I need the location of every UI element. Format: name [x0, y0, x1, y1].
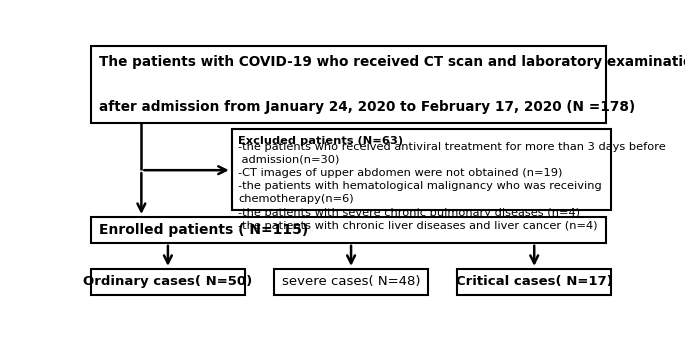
FancyBboxPatch shape	[91, 217, 606, 243]
Text: The patients with COVID-19 who received CT scan and laboratory examination withi: The patients with COVID-19 who received …	[99, 55, 685, 114]
FancyBboxPatch shape	[457, 269, 611, 295]
FancyBboxPatch shape	[91, 269, 245, 295]
Text: Critical cases( N=17): Critical cases( N=17)	[456, 275, 612, 288]
FancyBboxPatch shape	[91, 45, 606, 123]
FancyBboxPatch shape	[274, 269, 428, 295]
Text: Excluded patients (N=63): Excluded patients (N=63)	[238, 136, 403, 146]
Text: Ordinary cases( N=50): Ordinary cases( N=50)	[84, 275, 253, 288]
FancyBboxPatch shape	[232, 129, 611, 210]
Text: -the patients who received antiviral treatment for more than 3 days before
 admi: -the patients who received antiviral tre…	[238, 142, 666, 231]
Text: severe cases( N=48): severe cases( N=48)	[282, 275, 421, 288]
Text: Enrolled patients ( N=115): Enrolled patients ( N=115)	[99, 223, 308, 237]
